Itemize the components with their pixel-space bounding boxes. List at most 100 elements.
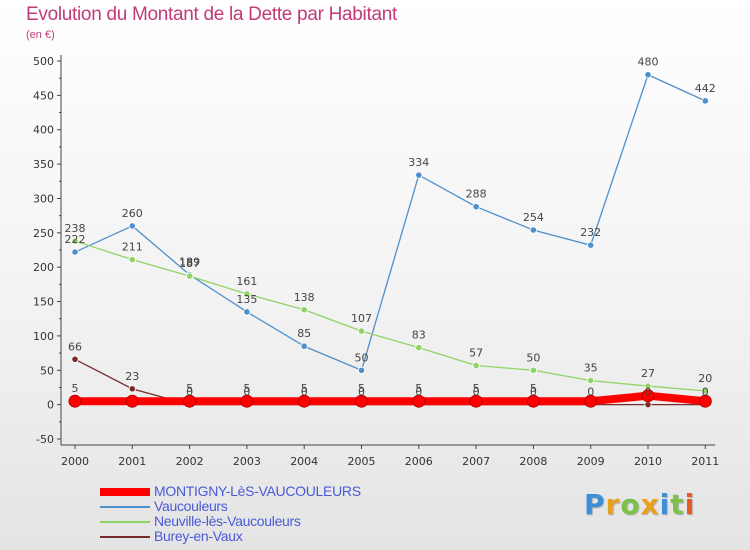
- legend-swatch-burey: [100, 536, 150, 538]
- logo-letter: x: [640, 488, 660, 521]
- logo-letter: i: [684, 488, 696, 521]
- x-tick-label: 2006: [405, 455, 433, 468]
- data-point: [412, 394, 426, 408]
- data-point: [529, 226, 538, 234]
- data-point: [529, 366, 538, 374]
- data-label: 260: [122, 207, 143, 220]
- x-tick-label: 2007: [462, 455, 490, 468]
- y-tick-label: 350: [33, 158, 54, 171]
- data-point: [243, 290, 251, 298]
- legend-swatch-vaucouleurs: [100, 506, 150, 508]
- x-tick-label: 2002: [176, 455, 204, 468]
- data-point: [300, 342, 308, 350]
- legend-label-vaucouleurs: Vaucouleurs: [154, 498, 228, 514]
- data-label: 0: [301, 386, 308, 399]
- x-tick-label: 2005: [348, 455, 376, 468]
- data-label: 288: [466, 188, 487, 201]
- x-tick-label: 2008: [519, 455, 547, 468]
- data-label: 0: [530, 386, 537, 399]
- data-point: [71, 248, 79, 256]
- data-point: [472, 203, 480, 211]
- logo-letter: t: [670, 488, 685, 521]
- data-point: [415, 171, 423, 179]
- legend-swatch-montigny: [100, 488, 150, 496]
- series-line-1: [74, 74, 706, 371]
- data-point: [644, 401, 652, 409]
- x-tick-label: 2010: [634, 455, 662, 468]
- logo-letter: i: [659, 488, 671, 521]
- data-point: [415, 343, 423, 352]
- x-tick-label: 2003: [233, 455, 261, 468]
- data-label: 161: [236, 275, 257, 288]
- data-label: 189: [179, 256, 200, 269]
- data-point: [128, 222, 136, 230]
- x-tick-label: 2000: [61, 455, 89, 468]
- data-label: 0: [186, 386, 193, 399]
- data-label: 0: [473, 386, 480, 399]
- data-point: [355, 394, 368, 408]
- data-point: [240, 394, 254, 408]
- data-point: [243, 308, 251, 316]
- legend-label-burey: Burey-en-Vaux: [154, 528, 243, 544]
- data-label: 50: [526, 351, 540, 364]
- data-label: 107: [351, 312, 372, 325]
- y-tick-label: 400: [33, 124, 54, 137]
- data-point: [297, 394, 311, 408]
- data-label: 5: [473, 382, 480, 395]
- data-label: 66: [68, 340, 82, 353]
- data-point: [125, 394, 139, 408]
- data-label: 35: [584, 362, 598, 375]
- data-label: 5: [186, 382, 193, 395]
- data-label: 254: [523, 211, 544, 224]
- data-point: [701, 387, 709, 395]
- data-point: [584, 394, 598, 408]
- data-label: 0: [415, 386, 422, 399]
- data-point: [526, 394, 540, 408]
- y-tick-label: 150: [33, 296, 54, 309]
- legend-label-neuville: Neuville-lès-Vaucouleurs: [154, 513, 301, 529]
- legend-label-montigny: MONTIGNY-LèS-VAUCOULEURS: [154, 483, 361, 499]
- series-line-0: [71, 391, 710, 406]
- data-label: 50: [355, 351, 369, 364]
- data-label: 5: [530, 382, 537, 395]
- data-label: 0: [358, 386, 365, 399]
- data-label: 0: [702, 386, 709, 399]
- data-point: [644, 71, 652, 79]
- y-tick-label: 100: [33, 330, 54, 343]
- data-point: [469, 394, 483, 408]
- x-tick-label: 2004: [290, 455, 318, 468]
- data-label: 5: [72, 382, 79, 395]
- data-point: [587, 376, 595, 385]
- y-tick-label: 500: [33, 55, 54, 68]
- data-label: 135: [236, 293, 257, 306]
- data-point: [698, 394, 712, 408]
- y-tick-label: 450: [33, 89, 54, 102]
- y-tick-label: 200: [33, 261, 54, 274]
- data-point: [71, 237, 79, 245]
- data-point: [701, 97, 709, 105]
- data-label: 20: [698, 372, 712, 385]
- data-label: 238: [65, 222, 86, 235]
- data-point: [186, 272, 194, 280]
- data-label: 232: [580, 226, 601, 239]
- data-label: 5: [358, 382, 365, 395]
- data-label: 0: [243, 386, 250, 399]
- data-label: 83: [412, 329, 426, 342]
- data-point: [183, 394, 197, 408]
- data-label: 222: [65, 233, 86, 246]
- chart-title: Evolution du Montant de la Dette par Hab…: [26, 4, 397, 25]
- x-tick-label: 2009: [577, 455, 605, 468]
- data-point: [587, 241, 595, 249]
- logo-letter: o: [620, 488, 641, 521]
- y-tick-label: 300: [33, 192, 54, 205]
- data-point: [357, 366, 366, 374]
- data-label: 5: [301, 382, 308, 395]
- data-point: [300, 306, 308, 314]
- data-label: 187: [179, 257, 200, 270]
- data-point: [357, 327, 366, 335]
- logo-letter: r: [605, 488, 621, 521]
- data-label: 0: [645, 386, 652, 399]
- data-label: 85: [297, 327, 311, 340]
- data-label: 138: [294, 291, 315, 304]
- data-point: [128, 385, 136, 393]
